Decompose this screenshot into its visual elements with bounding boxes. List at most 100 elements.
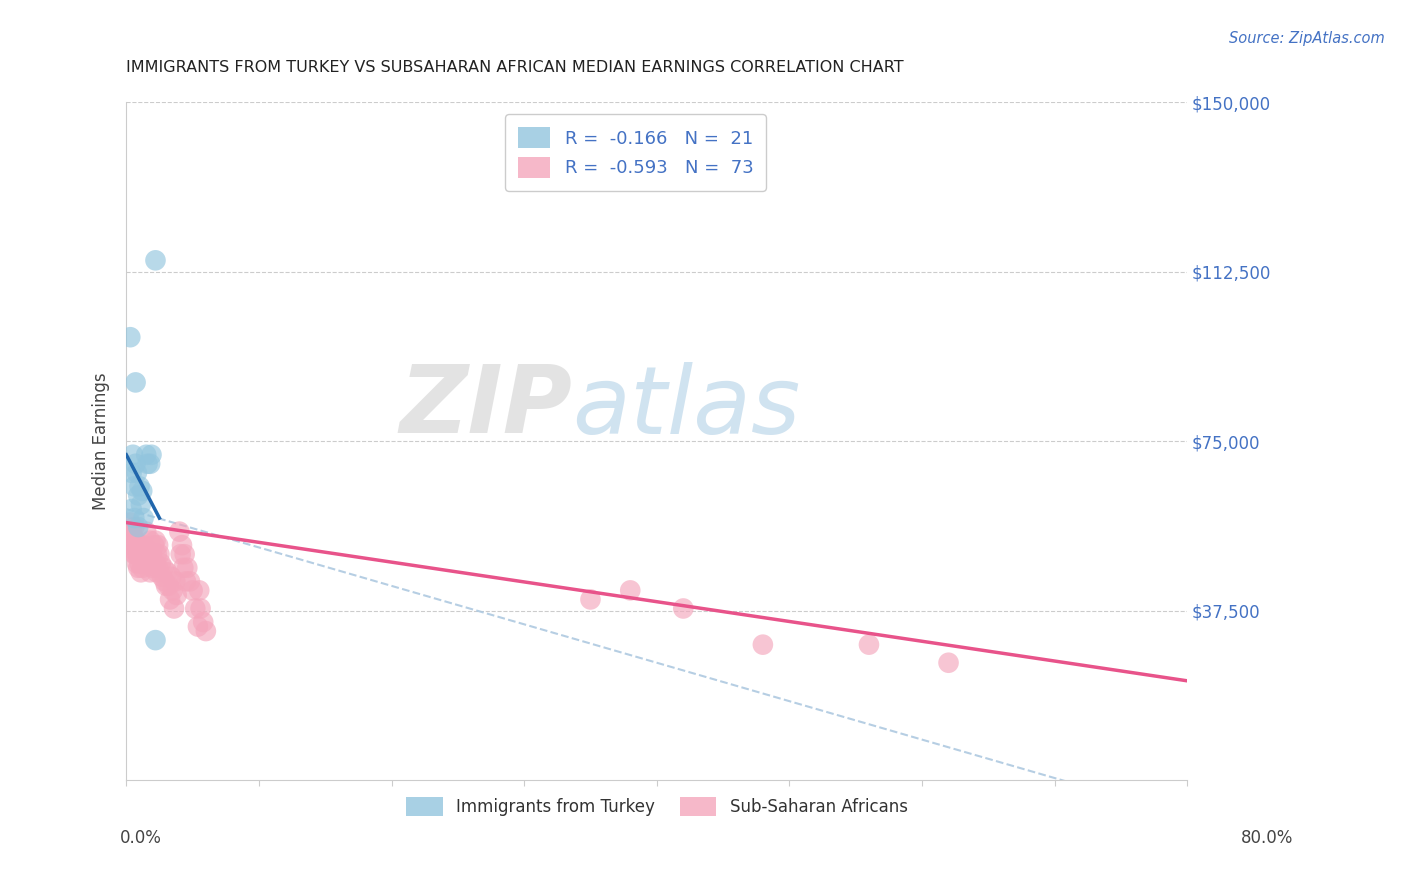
Point [155,579,177,593]
Point [139,533,162,548]
Point [125,538,148,552]
Point [579,592,602,607]
Point [145,253,167,268]
Point [132,538,155,552]
Point [122,479,145,493]
Point [172,561,194,575]
Point [148,547,170,561]
Point [127,547,149,561]
Point [127,520,149,534]
Point [184,601,207,615]
Point [131,483,153,498]
Point [187,619,209,633]
Point [181,583,204,598]
Text: 80.0%: 80.0% [1241,829,1294,847]
Point [139,566,162,580]
Point [127,561,149,575]
Point [131,542,153,557]
Legend: Immigrants from Turkey, Sub-Saharan Africans: Immigrants from Turkey, Sub-Saharan Afri… [399,790,914,822]
Point [128,479,150,493]
Point [170,538,193,552]
Point [121,466,143,480]
Point [121,524,143,539]
Point [146,566,169,580]
Point [169,524,191,539]
Point [136,542,159,557]
Point [120,533,142,548]
Point [128,556,150,570]
Point [193,615,215,629]
Point [121,538,143,552]
Point [139,457,162,471]
Point [122,448,145,462]
Y-axis label: Median Earnings: Median Earnings [93,372,110,510]
Point [129,566,152,580]
Point [132,556,155,570]
Point [146,547,169,561]
Point [143,538,166,552]
Text: ZIP: ZIP [399,361,572,453]
Point [129,547,152,561]
Point [136,457,159,471]
Point [132,511,155,525]
Point [156,566,179,580]
Point [127,488,149,502]
Point [194,624,217,639]
Point [152,561,174,575]
Point [138,556,160,570]
Point [146,561,169,575]
Point [157,579,180,593]
Point [120,330,142,344]
Point [128,538,150,552]
Point [938,656,960,670]
Point [858,638,880,652]
Point [165,574,187,589]
Point [145,556,167,570]
Text: 0.0%: 0.0% [120,829,162,847]
Point [122,547,145,561]
Point [125,556,148,570]
Point [150,570,173,584]
Point [131,561,153,575]
Point [134,547,156,561]
Point [173,547,195,561]
Point [141,448,163,462]
Point [153,574,176,589]
Point [135,556,157,570]
Point [145,633,167,648]
Point [135,524,157,539]
Point [124,533,146,548]
Point [122,542,145,557]
Point [125,466,148,480]
Point [163,601,186,615]
Point [142,561,165,575]
Point [118,524,141,539]
Point [672,601,695,615]
Point [124,547,146,561]
Point [121,502,143,516]
Point [166,588,188,602]
Point [120,516,142,530]
Point [124,376,146,390]
Text: Source: ZipAtlas.com: Source: ZipAtlas.com [1229,31,1385,46]
Point [170,547,193,561]
Point [149,556,172,570]
Point [124,457,146,471]
Point [135,448,157,462]
Point [176,561,198,575]
Point [162,583,184,598]
Point [179,574,201,589]
Point [146,538,169,552]
Point [129,498,152,512]
Point [122,511,145,525]
Point [752,638,775,652]
Point [141,547,163,561]
Point [122,529,145,543]
Point [174,574,197,589]
Point [145,533,167,548]
Text: IMMIGRANTS FROM TURKEY VS SUBSAHARAN AFRICAN MEDIAN EARNINGS CORRELATION CHART: IMMIGRANTS FROM TURKEY VS SUBSAHARAN AFR… [127,60,904,75]
Point [619,583,641,598]
Point [159,592,181,607]
Point [160,570,183,584]
Text: atlas: atlas [572,362,800,453]
